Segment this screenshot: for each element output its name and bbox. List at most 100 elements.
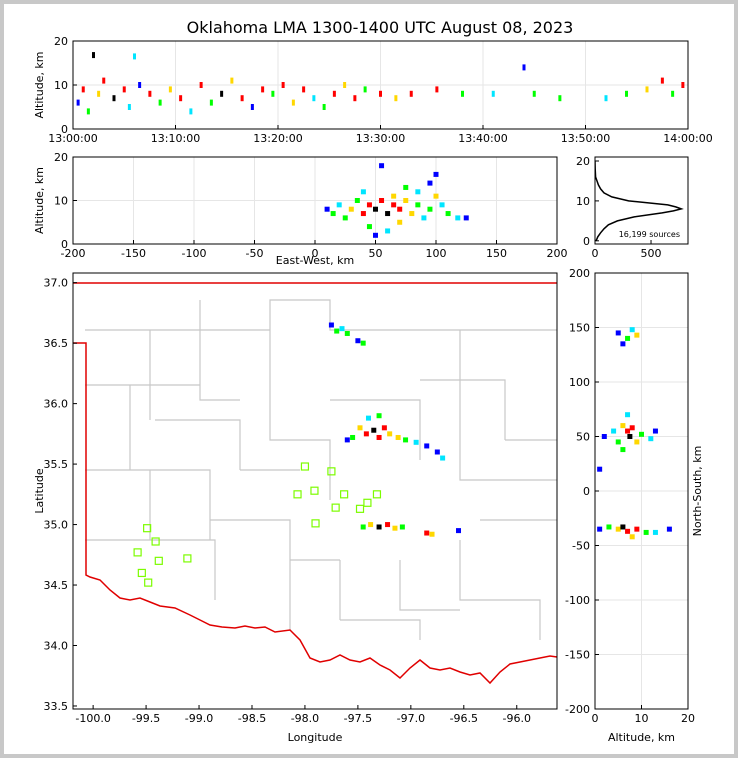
source-point bbox=[461, 90, 464, 97]
source-point bbox=[379, 198, 385, 203]
y-tick-label: 35.0 bbox=[44, 519, 69, 532]
y-tick-label: 100 bbox=[569, 376, 590, 389]
source-point bbox=[360, 211, 366, 217]
source-point bbox=[429, 531, 435, 537]
y-tick-label: 50 bbox=[576, 431, 590, 444]
source-point bbox=[81, 86, 85, 93]
source-point bbox=[371, 427, 377, 433]
x-axis-label: East-West, km bbox=[276, 254, 354, 267]
source-point bbox=[660, 77, 664, 84]
y-tick-label: -200 bbox=[565, 703, 590, 716]
source-point bbox=[86, 108, 90, 115]
station bbox=[363, 498, 372, 507]
source-point bbox=[220, 90, 224, 97]
station bbox=[151, 537, 160, 546]
station bbox=[133, 548, 142, 557]
source-point bbox=[394, 95, 398, 102]
x-tick-label: -100 bbox=[182, 247, 207, 260]
source-point bbox=[597, 526, 603, 532]
station bbox=[293, 490, 302, 499]
x-tick-label: -96.0 bbox=[503, 712, 531, 725]
station bbox=[331, 503, 340, 512]
source-point bbox=[343, 82, 347, 88]
source-point bbox=[391, 202, 397, 208]
x-tick-label: -98.0 bbox=[291, 712, 319, 725]
source-point bbox=[261, 86, 265, 93]
y-tick-label: 200 bbox=[569, 267, 590, 280]
source-point bbox=[629, 534, 635, 540]
y-tick-label: -50 bbox=[572, 540, 590, 553]
x-tick-label: -50 bbox=[246, 247, 264, 260]
source-point bbox=[403, 184, 409, 190]
source-point bbox=[611, 428, 617, 434]
source-point bbox=[415, 202, 421, 208]
y-tick-label: -150 bbox=[565, 649, 590, 662]
source-point bbox=[353, 95, 357, 102]
x-tick-label: 0 bbox=[312, 247, 319, 260]
source-point bbox=[601, 434, 607, 439]
source-point bbox=[312, 95, 316, 102]
source-point bbox=[625, 90, 628, 97]
y-tick-label: 35.5 bbox=[44, 458, 69, 471]
x-tick-label: 0 bbox=[592, 712, 599, 725]
source-point bbox=[360, 524, 366, 530]
source-point bbox=[629, 425, 635, 431]
y-tick-label: 0 bbox=[61, 123, 68, 136]
station bbox=[340, 490, 349, 499]
source-point bbox=[158, 99, 162, 106]
y-tick-label: 150 bbox=[569, 322, 590, 335]
station bbox=[310, 486, 319, 495]
x-tick-label: 13:50:00 bbox=[561, 132, 610, 145]
source-point bbox=[627, 434, 633, 439]
x-tick-label: -200 bbox=[61, 247, 86, 260]
y-tick-label: 20 bbox=[54, 151, 68, 164]
x-axis-label: Altitude, km bbox=[608, 731, 675, 744]
source-point bbox=[199, 82, 203, 88]
x-tick-label: -99.0 bbox=[185, 712, 213, 725]
source-point bbox=[456, 528, 462, 534]
source-point bbox=[634, 332, 640, 338]
source-point bbox=[671, 90, 675, 97]
source-point bbox=[634, 439, 640, 445]
source-point bbox=[639, 431, 644, 437]
source-point bbox=[179, 95, 183, 102]
source-point bbox=[324, 206, 330, 212]
source-point bbox=[360, 189, 366, 195]
annotation: 16,199 sources bbox=[619, 230, 680, 239]
source-point bbox=[409, 211, 415, 217]
panel-frame bbox=[72, 272, 558, 710]
source-point bbox=[455, 215, 461, 221]
source-point bbox=[342, 215, 348, 221]
x-tick-label: 14:00:00 bbox=[663, 132, 712, 145]
source-point bbox=[365, 415, 371, 421]
x-tick-label: 13:40:00 bbox=[458, 132, 507, 145]
x-tick-label: -150 bbox=[121, 247, 146, 260]
y-axis-label: Altitude, km bbox=[33, 167, 46, 234]
source-point bbox=[281, 82, 285, 88]
source-point bbox=[424, 443, 430, 449]
source-point bbox=[385, 228, 391, 234]
y-tick-label: 0 bbox=[583, 235, 590, 248]
histogram-line bbox=[595, 160, 684, 242]
source-point bbox=[463, 215, 469, 221]
x-tick-label: 0 bbox=[592, 247, 599, 260]
x-tick-label: 100 bbox=[426, 247, 447, 260]
source-point bbox=[615, 526, 621, 532]
y-tick-label: 37.0 bbox=[44, 277, 69, 290]
source-point bbox=[373, 232, 378, 238]
source-point bbox=[330, 211, 336, 217]
station bbox=[372, 490, 382, 499]
source-point bbox=[433, 193, 439, 199]
source-point bbox=[334, 328, 340, 334]
source-point bbox=[681, 82, 685, 88]
source-point bbox=[366, 202, 372, 208]
source-point bbox=[302, 86, 306, 93]
x-tick-label: 10 bbox=[635, 712, 649, 725]
background bbox=[4, 4, 734, 754]
source-point bbox=[421, 215, 427, 221]
source-point bbox=[629, 327, 635, 333]
station bbox=[143, 524, 152, 533]
source-point bbox=[620, 524, 626, 530]
state-border bbox=[73, 282, 558, 685]
source-point bbox=[344, 437, 350, 443]
